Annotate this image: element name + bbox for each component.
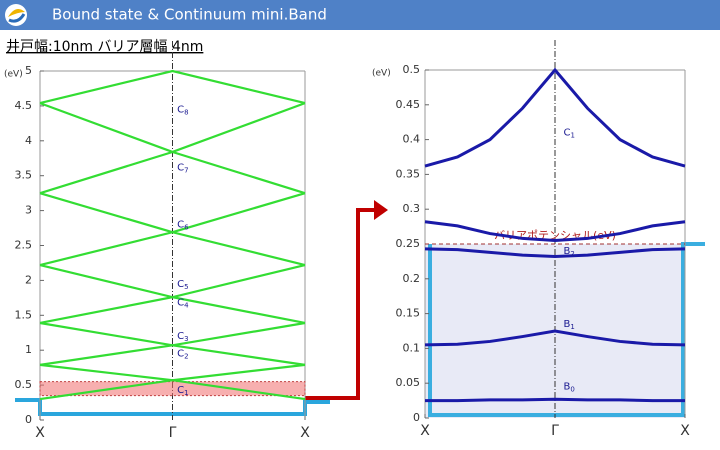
band-line bbox=[39, 321, 306, 347]
y-tick-label: 0.3 bbox=[403, 202, 421, 215]
arrow-head bbox=[374, 200, 388, 220]
y-tick-label: 0.45 bbox=[396, 98, 421, 111]
band-line bbox=[424, 220, 686, 243]
annotation-sub: 3 bbox=[184, 335, 188, 343]
header-bar bbox=[0, 0, 720, 30]
y-tick-label: 0.05 bbox=[396, 376, 421, 389]
x-tick-label: Γ bbox=[551, 423, 559, 439]
band-line bbox=[424, 67, 686, 168]
y-axis-label: (eV) bbox=[4, 70, 23, 80]
arrow bbox=[305, 208, 378, 400]
y-tick-label: 0.4 bbox=[403, 133, 421, 146]
annotation-sub: 2 bbox=[184, 353, 188, 361]
y-tick-label: 1.5 bbox=[15, 308, 33, 321]
band-line bbox=[39, 231, 306, 267]
x-tick-label: X bbox=[300, 425, 310, 441]
band-line bbox=[424, 247, 686, 259]
logo-mark bbox=[8, 8, 25, 17]
annotation-text: C bbox=[177, 162, 184, 173]
annotation-text: B bbox=[564, 319, 571, 330]
annotation-text: C bbox=[177, 331, 184, 342]
annotation-text: C bbox=[564, 128, 571, 139]
x-tick-label: X bbox=[420, 423, 430, 439]
y-tick-label: 2 bbox=[25, 273, 32, 286]
band-annotation: C3 bbox=[177, 331, 188, 343]
annotation-sub: 1 bbox=[570, 132, 574, 140]
band-annotation: B2 bbox=[564, 246, 575, 258]
band-line bbox=[39, 69, 306, 105]
y-tick-label: 4 bbox=[25, 134, 32, 147]
band-annotation: B1 bbox=[564, 319, 575, 331]
annotation-text: C bbox=[177, 349, 184, 360]
annotation-text: C bbox=[177, 279, 184, 290]
band-annotation: B0 bbox=[564, 382, 575, 394]
annotation-text: C bbox=[177, 298, 184, 309]
x-tick-label: Γ bbox=[169, 425, 177, 441]
slide-subtitle: 井戸幅:10nm バリア層幅 4nm bbox=[6, 39, 203, 55]
band-line bbox=[425, 397, 685, 403]
y-tick-label: 0.1 bbox=[403, 341, 421, 354]
annotation-sub: 8 bbox=[184, 108, 188, 116]
annotation-sub: 6 bbox=[184, 224, 189, 232]
y-tick-label: 0 bbox=[25, 413, 32, 426]
band-line bbox=[39, 192, 306, 234]
annotation-text: C bbox=[177, 104, 184, 115]
band-annotation: C6 bbox=[177, 220, 189, 232]
band-annotation: C5 bbox=[177, 279, 188, 291]
y-tick-label: 0.35 bbox=[396, 167, 421, 180]
y-tick-label: 2.5 bbox=[15, 239, 33, 252]
annotation-sub: 7 bbox=[184, 166, 188, 174]
logo-mark bbox=[8, 13, 26, 23]
band-annotation: C7 bbox=[177, 162, 188, 174]
y-axis-label: (eV) bbox=[372, 69, 391, 79]
band-line bbox=[39, 102, 306, 154]
y-tick-label: 0.5 bbox=[403, 63, 421, 76]
y-tick-label: 0.25 bbox=[396, 237, 421, 250]
slide-title: Bound state & Continuum mini.Band bbox=[52, 6, 327, 24]
y-tick-label: 0.2 bbox=[403, 272, 421, 285]
band-annotation: C8 bbox=[177, 104, 188, 116]
y-tick-label: 4.5 bbox=[15, 99, 33, 112]
annotation-sub: 0 bbox=[570, 386, 574, 394]
annotation-text: C bbox=[177, 385, 184, 396]
band-annotation: C1 bbox=[177, 385, 188, 397]
band-annotation: C4 bbox=[177, 298, 189, 310]
annotation-text: B bbox=[564, 382, 571, 393]
annotation-sub: 1 bbox=[570, 323, 574, 331]
band-line bbox=[39, 363, 306, 382]
annotation-sub: 5 bbox=[184, 283, 188, 291]
x-tick-label: X bbox=[35, 425, 45, 441]
y-tick-label: 0 bbox=[413, 411, 420, 424]
x-tick-label: X bbox=[680, 423, 690, 439]
annotation-sub: 1 bbox=[184, 389, 188, 397]
annotation-sub: 4 bbox=[184, 302, 189, 310]
band-annotation: C2 bbox=[177, 349, 188, 361]
well bbox=[428, 242, 705, 417]
y-tick-label: 5 bbox=[25, 64, 32, 77]
y-tick-label: 0.5 bbox=[15, 378, 33, 391]
band-line bbox=[39, 263, 306, 299]
y-tick-label: 3.5 bbox=[15, 169, 33, 182]
band-annotation: C1 bbox=[564, 128, 575, 140]
annotation-text: B bbox=[564, 246, 571, 257]
y-tick-label: 1 bbox=[25, 343, 32, 356]
annotation-sub: 2 bbox=[570, 250, 574, 258]
y-tick-label: 3 bbox=[25, 204, 32, 217]
band-line bbox=[424, 329, 686, 347]
y-tick-label: 0.15 bbox=[396, 307, 421, 320]
annotation-text: C bbox=[177, 220, 184, 231]
well bbox=[15, 398, 330, 416]
highlight bbox=[39, 381, 306, 397]
